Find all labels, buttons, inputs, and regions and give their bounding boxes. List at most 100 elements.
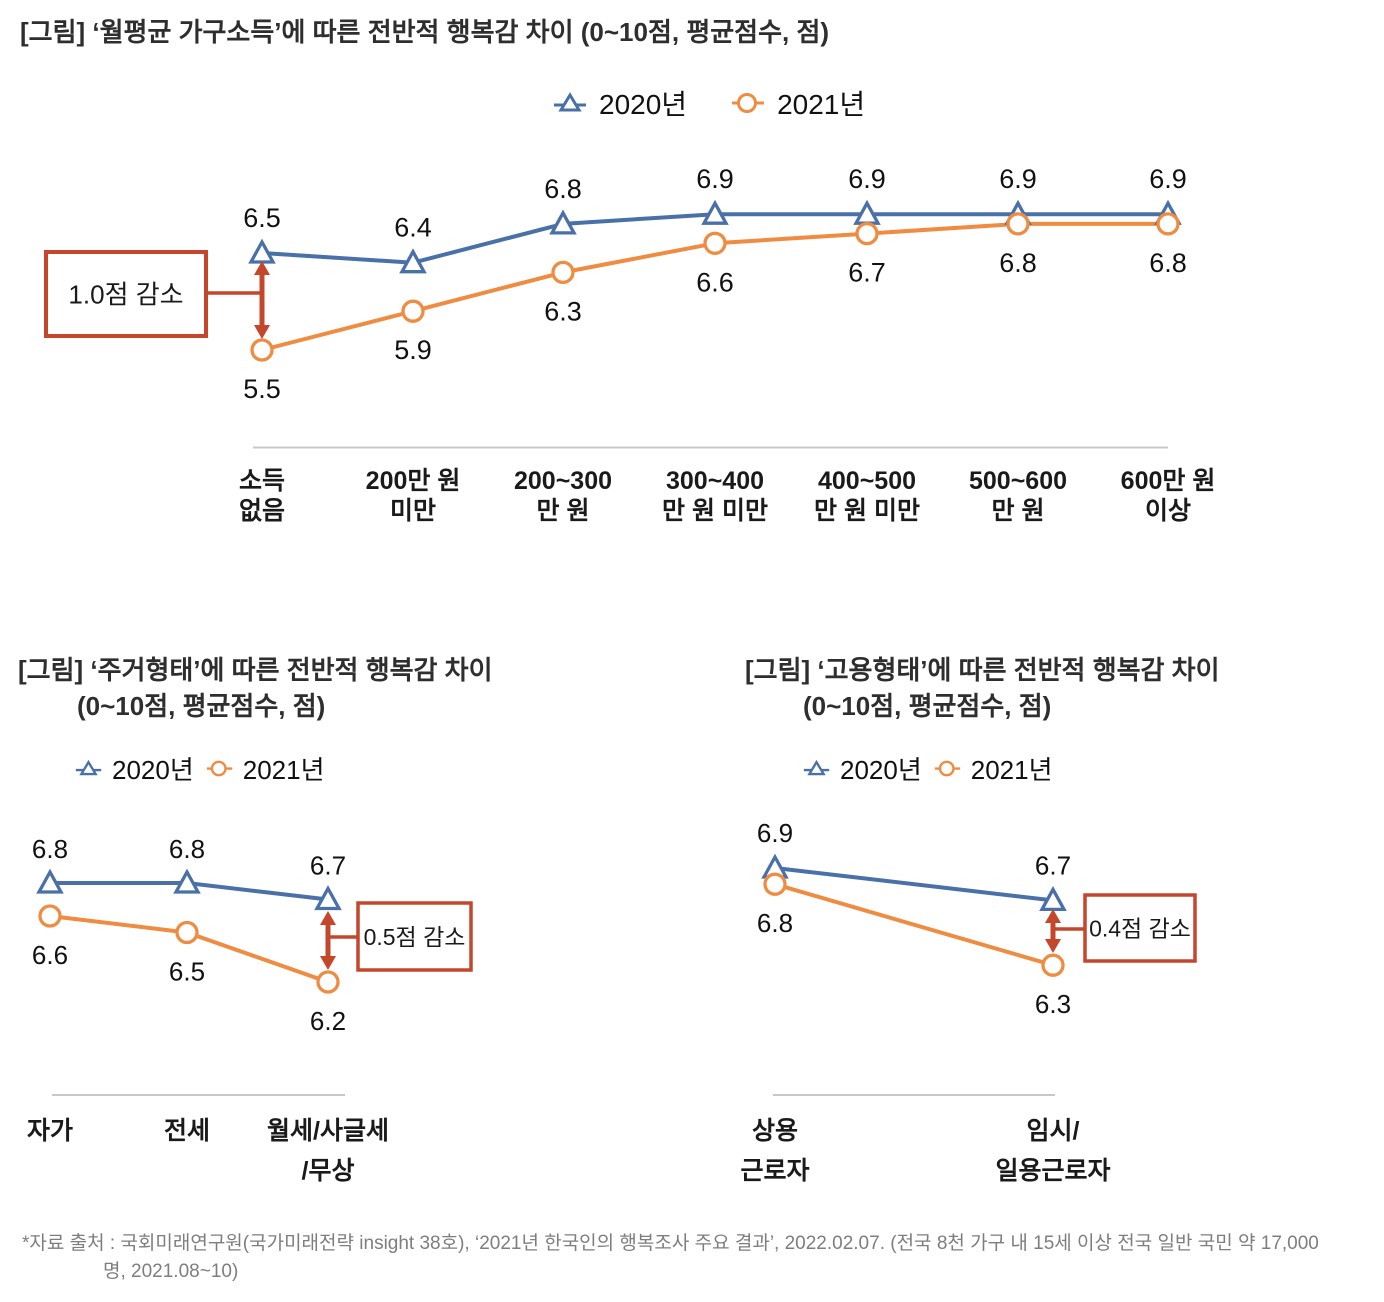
- circle-marker-2021: [1006, 212, 1030, 236]
- circle-marker-2021: [175, 920, 199, 945]
- value-label: 6.5: [169, 957, 205, 987]
- value-label: 6.3: [544, 296, 582, 326]
- income-chart-title: [그림] ‘월평균 가구소득’에 따른 전반적 행복감 차이 (0~10점, 평…: [20, 17, 830, 47]
- triangle-marker-2020: [399, 248, 427, 274]
- income-chart: 6.5 6.4 6.8 6.9 6.9 6.9 6.9 5.5 5.9 6.3 6.6 6.7 6.8 6…: [44, 164, 1187, 449]
- legend-item-2021: 2021년: [731, 83, 865, 123]
- legend-2021-label: 2021년: [777, 89, 866, 120]
- value-label: 6.7: [310, 851, 346, 881]
- series-line-2020년: [774, 866, 1054, 903]
- category-label-income-3: 300~400 만 원 미만: [662, 467, 768, 525]
- category-label-employment-0: 상용 근로자: [740, 1117, 810, 1185]
- employment-chart-title-line1: [그림] ‘고용형태’에 따른 전반적 행복감 차이: [745, 655, 1220, 685]
- value-label: 6.2: [310, 1006, 346, 1036]
- value-label: 6.6: [696, 267, 734, 297]
- circle-marker-2021: [401, 299, 425, 323]
- legend-2021-label: 2021년: [242, 755, 325, 785]
- triangle-marker-2020: [701, 199, 729, 225]
- category-label-employment-1: 임시/ 일용근로자: [995, 1117, 1111, 1185]
- value-label: 6.8: [757, 908, 793, 938]
- triangle-marker-2020: [549, 209, 577, 235]
- legend-2020-triangle-icon: [554, 92, 586, 112]
- annotation-label: 1.0점 감소: [68, 279, 183, 309]
- source-note-line1: *자료 출처 : 국회미래연구원(국가미래전략 insight 38호), ‘2…: [22, 1233, 1319, 1254]
- category-label-housing-0: 자가: [26, 1117, 74, 1145]
- housing-chart-title-line2: (0~10점, 평균점수, 점): [77, 691, 326, 721]
- legend-2020-label: 2020년: [599, 89, 688, 120]
- value-label: 6.7: [1035, 850, 1071, 880]
- value-label: 6.8: [544, 174, 582, 204]
- triangle-marker-2020: [314, 885, 342, 911]
- value-label: 6.8: [32, 834, 68, 864]
- annotation-arrowhead-down: [320, 956, 336, 970]
- annotation-box: [44, 250, 208, 338]
- legend-item-2020: 2020년: [553, 83, 687, 123]
- annotation-arrowhead-down: [1045, 939, 1061, 953]
- value-label: 6.8: [1149, 248, 1187, 278]
- category-label-income-2: 200~300 만 원: [513, 467, 613, 525]
- employment-chart-title-line2: (0~10점, 평균점수, 점): [803, 691, 1052, 721]
- legend-item-2021: 2021년: [934, 750, 1053, 787]
- circle-marker-2021: [316, 970, 340, 994]
- circle-marker-2021: [551, 260, 575, 285]
- circle-marker-2021: [1041, 953, 1065, 977]
- annotation-arrowhead-up: [1045, 909, 1061, 923]
- value-label: 6.9: [848, 164, 886, 194]
- housing-chart-title-line1: [그림] ‘주거형태’에 따른 전반적 행복감 차이: [18, 655, 493, 685]
- value-label: 5.5: [243, 374, 281, 404]
- employment-legend: 2020년 2021년: [803, 750, 1053, 787]
- value-label: 6.8: [169, 834, 205, 864]
- value-label: 6.6: [32, 940, 68, 970]
- legend-2020-triangle-icon: [803, 759, 830, 776]
- housing-legend: 2020년 2021년: [75, 750, 325, 787]
- value-label: 6.9: [1149, 164, 1187, 194]
- circle-marker-2021: [38, 904, 62, 928]
- circle-marker-2021: [855, 221, 879, 246]
- legend-2021-circle-icon: [206, 760, 232, 777]
- category-label-income-1: 200만 원 미만: [365, 467, 461, 525]
- income-legend: 2020년 2021년: [553, 83, 865, 123]
- annotation-label: 0.4점 감소: [1089, 915, 1191, 941]
- legend-2020-label: 2020년: [840, 755, 922, 785]
- source-note-line2: 명, 2021.08~10): [103, 1261, 239, 1282]
- legend-item-2020: 2020년: [803, 750, 922, 787]
- legend-2020-label: 2020년: [112, 755, 194, 785]
- circle-marker-2021: [703, 231, 727, 255]
- value-label: 6.9: [999, 164, 1037, 194]
- category-label-income-0: 소득 없음: [238, 467, 286, 525]
- housing-chart: 6.8 6.8 6.7 6.6 6.5 6.2 0.5점 감소: [32, 834, 473, 1096]
- category-label-housing-2: 월세/사글세 /무상: [267, 1117, 389, 1185]
- legend-item-2021: 2021년: [206, 750, 325, 787]
- value-label: 5.9: [394, 335, 432, 365]
- category-label-housing-1: 전세: [163, 1117, 211, 1145]
- legend-item-2020: 2020년: [75, 750, 194, 787]
- annotation-arrowhead-down: [254, 325, 270, 339]
- value-label: 6.5: [243, 203, 281, 233]
- circle-marker-2021: [1156, 212, 1180, 236]
- value-label: 6.8: [999, 248, 1037, 278]
- circle-marker-2021: [763, 872, 787, 896]
- value-label: 6.7: [848, 258, 886, 288]
- value-label: 6.9: [696, 164, 734, 194]
- category-label-income-6: 600만 원 이상: [1120, 467, 1216, 525]
- annotation-label: 0.5점 감소: [364, 924, 466, 950]
- legend-2021-circle-icon: [732, 93, 765, 113]
- annotation-box: [356, 901, 473, 972]
- legend-2021-circle-icon: [934, 760, 960, 777]
- legend-2020-triangle-icon: [75, 759, 102, 776]
- value-label: 6.9: [757, 818, 793, 848]
- series-line-2021년: [774, 882, 1054, 968]
- value-label: 6.3: [1035, 989, 1071, 1019]
- annotation-arrowhead-up: [254, 261, 270, 275]
- triangle-marker-2020: [173, 868, 201, 894]
- employment-chart: 6.9 6.7 6.8 6.3 0.4점 감소: [757, 818, 1197, 1096]
- circle-marker-2021: [250, 338, 274, 362]
- category-label-income-4: 400~500 만 원 미만: [814, 467, 920, 525]
- category-label-income-5: 500~600 만 원: [968, 467, 1068, 525]
- value-label: 6.4: [394, 213, 432, 243]
- triangle-marker-2020: [36, 868, 64, 894]
- annotation-arrowhead-up: [320, 911, 336, 925]
- annotation-box: [1083, 893, 1197, 963]
